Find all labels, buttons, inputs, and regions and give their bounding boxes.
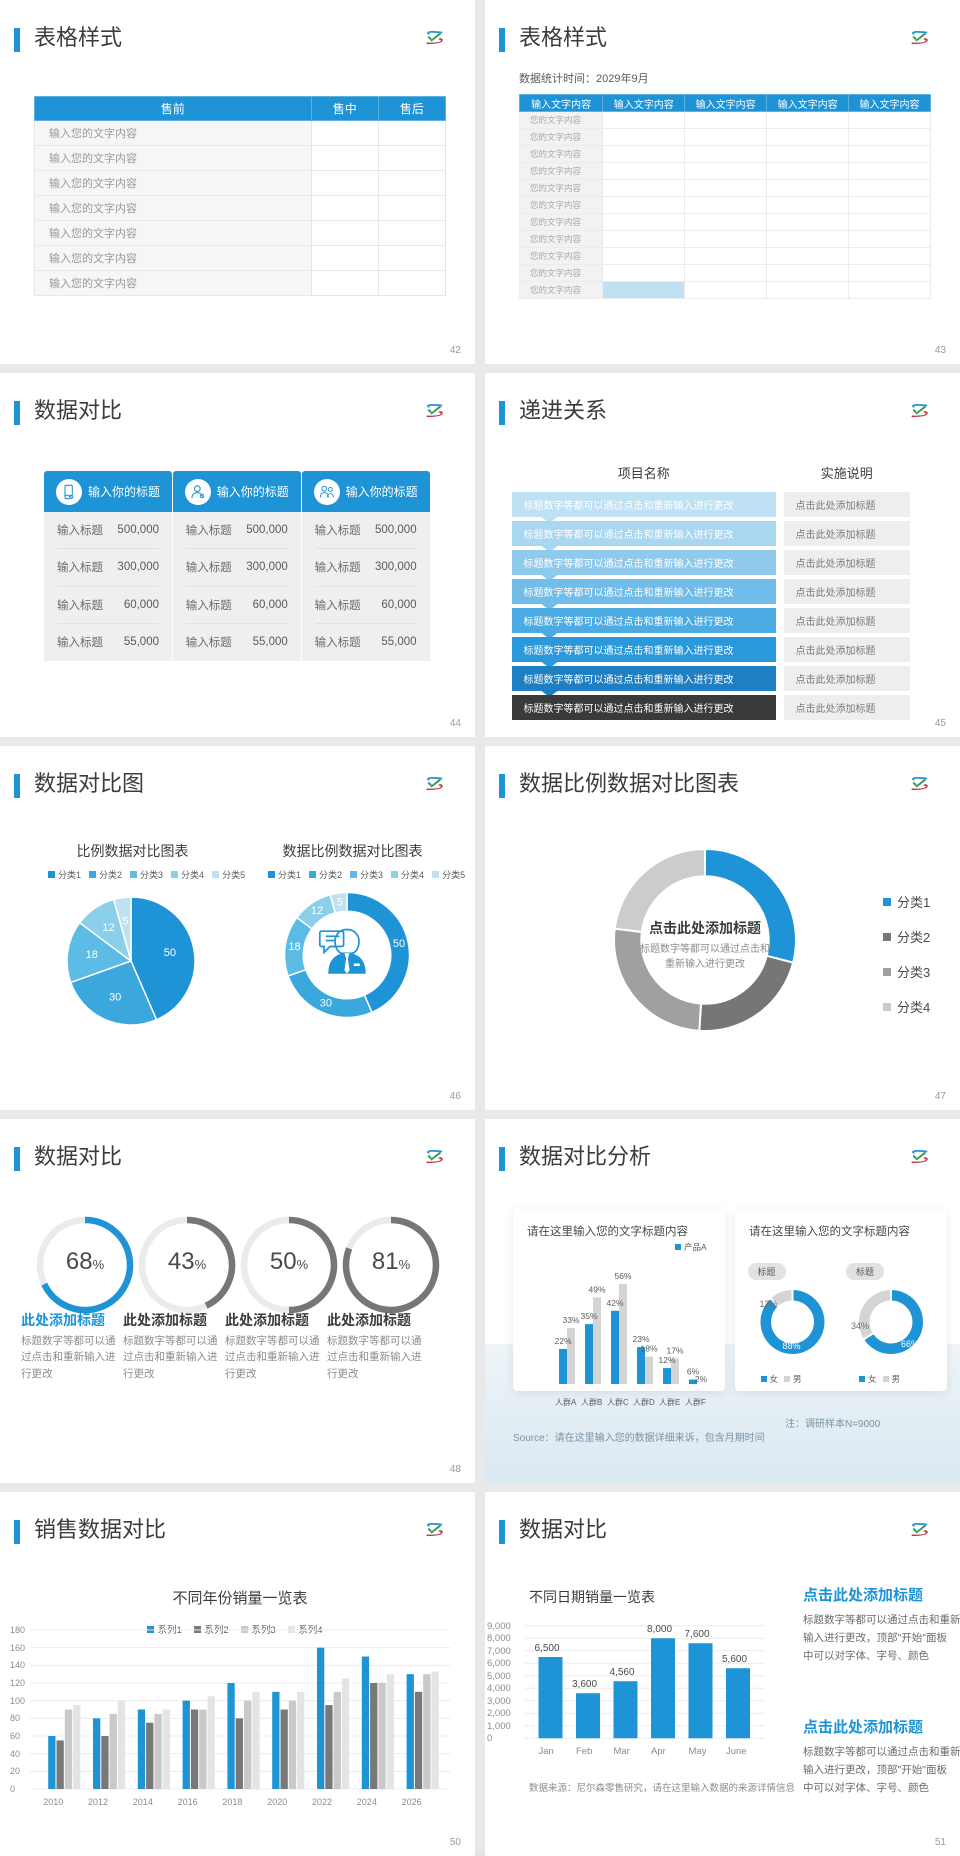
svg-text:12: 12 — [102, 922, 114, 934]
svg-text:5: 5 — [337, 896, 343, 908]
svg-text:5: 5 — [123, 916, 129, 928]
svg-text:50: 50 — [393, 938, 405, 950]
svg-text:18: 18 — [86, 949, 98, 961]
svg-text:50: 50 — [164, 947, 176, 959]
svg-text:12: 12 — [311, 905, 323, 917]
svg-text:18: 18 — [288, 941, 300, 953]
svg-text:30: 30 — [320, 998, 332, 1010]
svg-text:30: 30 — [109, 991, 121, 1003]
